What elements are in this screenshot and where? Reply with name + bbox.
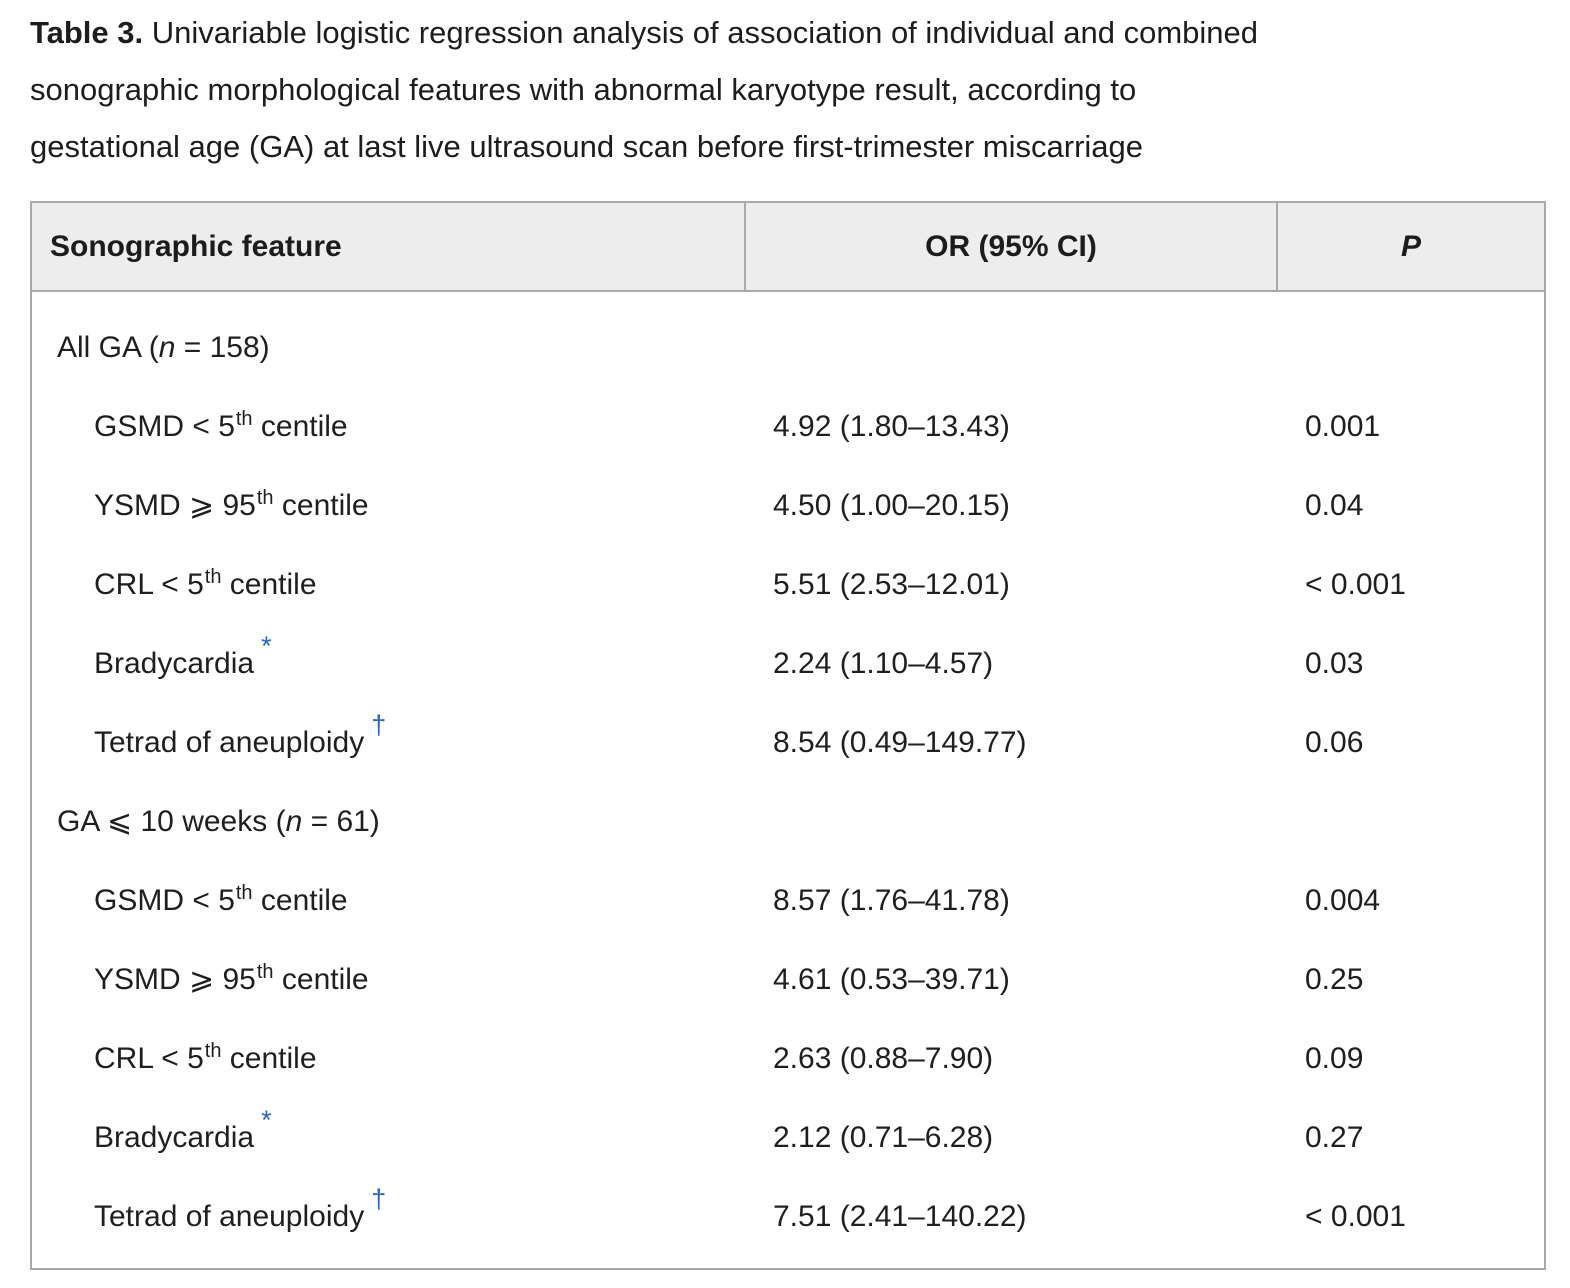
feature-label: CRL < 5	[94, 567, 204, 601]
title-line-2: sonographic morphological features with …	[30, 72, 1137, 107]
p-cell: 0.06	[1305, 725, 1364, 759]
table-row-ysmd-all: YSMD ⩾ 95th centile 4.50 (1.00–20.15) 0.…	[32, 466, 1544, 545]
feature-cell: Tetrad of aneuploidy†	[32, 710, 746, 760]
feature-cell: YSMD ⩾ 95th centile	[32, 961, 746, 997]
n-variable: n	[285, 805, 303, 838]
page-title: Table 3. Univariable logistic regression…	[30, 4, 1540, 175]
table-row-gsmd-ga10: GSMD < 5th centile 8.57 (1.76–41.78) 0.0…	[32, 861, 1544, 940]
table-row-section-all-ga: All GA (n = 158)	[32, 308, 1544, 387]
feature-label: CRL < 5	[94, 1041, 204, 1075]
section-label: GA ⩽ 10 weeks (	[57, 805, 286, 838]
ordinal-superscript: th	[256, 961, 274, 983]
feature-label-tail: centile	[273, 963, 369, 996]
table-body: All GA (n = 158) GSMD < 5th centile 4.92…	[32, 292, 1544, 1256]
feature-cell: Bradycardia*	[32, 1105, 746, 1155]
dagger-footnote-marker: †	[371, 709, 387, 740]
p-cell: 0.004	[1305, 883, 1381, 917]
or-cell: 8.57 (1.76–41.78)	[773, 883, 1010, 917]
or-cell: 2.24 (1.10–4.57)	[773, 646, 994, 680]
feature-cell: CRL < 5th centile	[32, 1039, 746, 1076]
ordinal-superscript: th	[204, 1039, 222, 1062]
feature-label-tail: centile	[273, 489, 369, 522]
feature-label-tail: centile	[252, 409, 348, 443]
feature-cell: CRL < 5th centile	[32, 565, 746, 602]
feature-label: Tetrad of aneuploidy	[94, 725, 365, 759]
title-line-3: gestational age (GA) at last live ultras…	[30, 129, 1144, 164]
feature-label-tail: centile	[221, 1041, 317, 1075]
feature-label: YSMD ⩾ 95	[94, 489, 256, 522]
or-cell: 7.51 (2.41–140.22)	[773, 1199, 1027, 1233]
ordinal-superscript: th	[235, 881, 253, 904]
table-row-crl-ga10: CRL < 5th centile 2.63 (0.88–7.90) 0.09	[32, 1019, 1544, 1098]
results-table: Sonographic feature OR (95% CI) P All GA…	[30, 201, 1546, 1270]
p-cell: 0.03	[1305, 646, 1364, 680]
feature-label: Bradycardia	[94, 646, 255, 680]
p-cell: 0.001	[1305, 409, 1381, 443]
title-line-1: Table 3. Univariable logistic regression…	[30, 4, 1540, 61]
feature-label-tail: centile	[252, 883, 348, 917]
feature-cell: All GA (n = 158)	[32, 331, 746, 365]
asterisk-footnote-marker: *	[261, 1104, 272, 1135]
feature-label: Tetrad of aneuploidy	[94, 1199, 365, 1233]
or-cell: 4.61 (0.53–39.71)	[773, 962, 1010, 996]
table-row-ysmd-ga10: YSMD ⩾ 95th centile 4.61 (0.53–39.71) 0.…	[32, 940, 1544, 1019]
table-row-section-ga10: GA ⩽ 10 weeks (n = 61)	[32, 782, 1544, 861]
table-row-tetrad-all: Tetrad of aneuploidy† 8.54 (0.49–149.77)…	[32, 703, 1544, 782]
column-header-p: P	[1278, 203, 1544, 290]
feature-label-tail: centile	[221, 567, 317, 601]
section-label: All GA (	[57, 330, 159, 364]
feature-cell: GA ⩽ 10 weeks (n = 61)	[32, 804, 746, 839]
column-header-or: OR (95% CI)	[746, 203, 1278, 290]
p-cell: 0.25	[1305, 962, 1364, 996]
table-row-crl-all: CRL < 5th centile 5.51 (2.53–12.01) < 0.…	[32, 545, 1544, 624]
or-cell: 2.12 (0.71–6.28)	[773, 1120, 994, 1154]
dagger-footnote-marker: †	[371, 1183, 387, 1214]
section-label-count: = 158)	[175, 330, 270, 364]
or-cell: 2.63 (0.88–7.90)	[773, 1041, 994, 1075]
feature-cell: Bradycardia*	[32, 631, 746, 681]
table-row-bradycardia-all: Bradycardia* 2.24 (1.10–4.57) 0.03	[32, 624, 1544, 703]
feature-cell: GSMD < 5th centile	[32, 881, 746, 918]
feature-cell: YSMD ⩾ 95th centile	[32, 487, 746, 523]
ordinal-superscript: th	[235, 407, 253, 430]
p-cell: 0.04	[1305, 488, 1364, 522]
feature-label: GSMD < 5	[94, 409, 235, 443]
table-number-label: Table 3.	[30, 15, 144, 50]
section-label-count: = 61)	[302, 805, 380, 838]
p-header-label: P	[1400, 229, 1421, 263]
n-variable: n	[158, 330, 176, 364]
p-cell: < 0.001	[1305, 1199, 1406, 1233]
ordinal-superscript: th	[204, 565, 222, 588]
p-cell: < 0.001	[1305, 567, 1406, 601]
p-cell: 0.09	[1305, 1041, 1364, 1075]
feature-label: Bradycardia	[94, 1120, 255, 1154]
table-row-bradycardia-ga10: Bradycardia* 2.12 (0.71–6.28) 0.27	[32, 1098, 1544, 1177]
title-text-1: Univariable logistic regression analysis…	[143, 15, 1259, 50]
or-cell: 5.51 (2.53–12.01)	[773, 567, 1010, 601]
feature-label: GSMD < 5	[94, 883, 235, 917]
table-row-gsmd-all: GSMD < 5th centile 4.92 (1.80–13.43) 0.0…	[32, 387, 1544, 466]
table-header-row: Sonographic feature OR (95% CI) P	[32, 203, 1544, 292]
ordinal-superscript: th	[256, 487, 274, 509]
table-row-tetrad-ga10: Tetrad of aneuploidy† 7.51 (2.41–140.22)…	[32, 1177, 1544, 1256]
or-cell: 4.92 (1.80–13.43)	[773, 409, 1010, 443]
feature-cell: GSMD < 5th centile	[32, 407, 746, 444]
or-cell: 4.50 (1.00–20.15)	[773, 488, 1010, 522]
feature-cell: Tetrad of aneuploidy†	[32, 1184, 746, 1234]
p-cell: 0.27	[1305, 1120, 1364, 1154]
or-cell: 8.54 (0.49–149.77)	[773, 725, 1027, 759]
asterisk-footnote-marker: *	[261, 630, 272, 661]
feature-label: YSMD ⩾ 95	[94, 963, 256, 996]
column-header-feature: Sonographic feature	[32, 203, 746, 290]
